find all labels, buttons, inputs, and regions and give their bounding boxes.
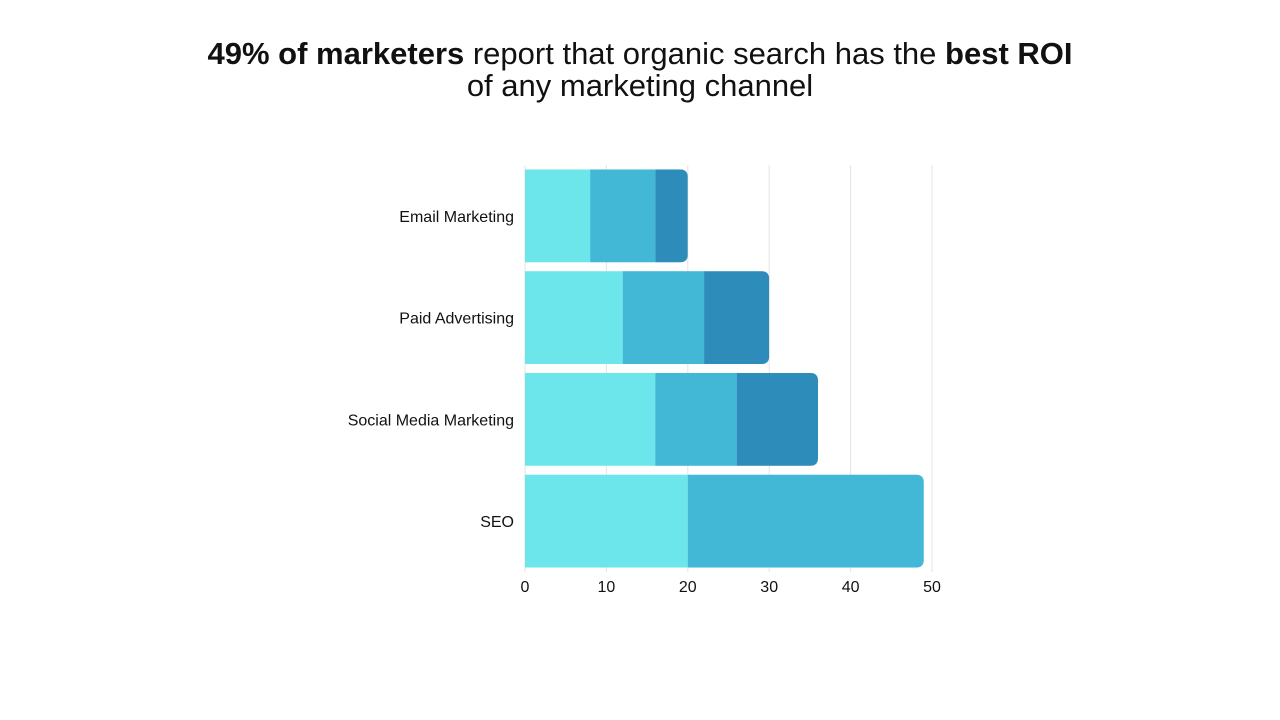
bar-segment: [655, 372, 737, 466]
bar-group: [525, 271, 770, 365]
chart-title-line-2: of any marketing channel: [466, 68, 814, 103]
bar-segment: [590, 169, 656, 263]
x-axis-tick-labels: 0 10 20 30 40 50: [521, 579, 941, 596]
bar-segment: [525, 271, 623, 365]
bar-segment: [655, 169, 688, 263]
title-highlight-stat: 49% of marketers: [207, 36, 465, 71]
bar-segment: [525, 169, 591, 263]
x-tick-label: 30: [760, 579, 778, 596]
chart-title: 49% of marketers report that organic sea…: [0, 38, 1280, 102]
bar-group: [525, 372, 819, 466]
x-tick-label: 10: [598, 579, 616, 596]
category-label: Paid Advertising: [399, 311, 514, 328]
bar-segment: [525, 372, 656, 466]
title-regular-text: report that organic search has the: [464, 36, 946, 71]
x-tick-label: 20: [679, 579, 697, 596]
x-tick-label: 40: [842, 579, 860, 596]
bar-group: [525, 474, 924, 568]
bar-segment: [687, 474, 924, 568]
bars: [525, 169, 924, 568]
category-labels: Email Marketing Paid Advertising Social Me…: [348, 209, 514, 531]
bar-group: [525, 169, 688, 263]
chart-title-line-1: 49% of marketers report that organic sea…: [0, 38, 1280, 70]
x-tick-label: 50: [923, 579, 941, 596]
x-tick-label: 0: [521, 579, 530, 596]
bar-segment: [736, 372, 819, 466]
category-label: Social Media Marketing: [348, 412, 514, 429]
title-highlight-roi: best ROI: [945, 36, 1073, 71]
category-label: Email Marketing: [399, 209, 514, 226]
bar-segment: [622, 271, 705, 365]
category-label: SEO: [480, 514, 514, 531]
bar-segment: [525, 474, 688, 568]
bar-segment: [704, 271, 770, 365]
